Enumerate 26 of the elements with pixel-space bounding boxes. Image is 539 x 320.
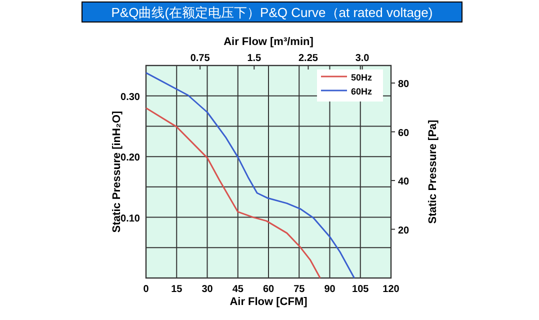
legend-label: 50Hz — [351, 72, 373, 82]
chart-title: P&Q曲线(在额定电压下）P&Q Curve（at rated voltage) — [111, 5, 433, 20]
x2-tick-label: 3.0 — [355, 53, 370, 64]
y2-tick-label: 80 — [398, 79, 410, 90]
x-axis-title: Air Flow [CFM] — [230, 296, 308, 308]
x-tick-label: 15 — [171, 284, 183, 295]
y-tick-label: 0.10 — [120, 213, 140, 224]
y2-tick-label: 60 — [398, 128, 410, 139]
x2-tick-label: 2.25 — [298, 53, 318, 64]
y2-tick-label: 40 — [398, 176, 410, 188]
legend-label: 60Hz — [351, 86, 373, 96]
y2-axis-title: Static Pressure [Pa] — [427, 119, 439, 224]
x2-axis-title: Air Flow [m³/min] — [224, 36, 314, 48]
y-tick-label: 0.20 — [120, 152, 140, 164]
x-tick-label: 105 — [352, 284, 370, 295]
y2-tick-label: 20 — [398, 225, 410, 236]
x2-tick-label: 0.75 — [190, 53, 210, 64]
x-tick-label: 90 — [324, 284, 336, 295]
x-tick-label: 30 — [202, 284, 214, 295]
x-tick-label: 75 — [294, 284, 306, 295]
x-tick-label: 60 — [262, 284, 274, 295]
x-tick-label: 0 — [143, 284, 150, 295]
x-tick-label: 45 — [232, 284, 244, 295]
x-tick-label: 120 — [382, 284, 400, 295]
x2-tick-label: 1.5 — [247, 53, 262, 64]
y-tick-label: 0.30 — [120, 92, 140, 103]
